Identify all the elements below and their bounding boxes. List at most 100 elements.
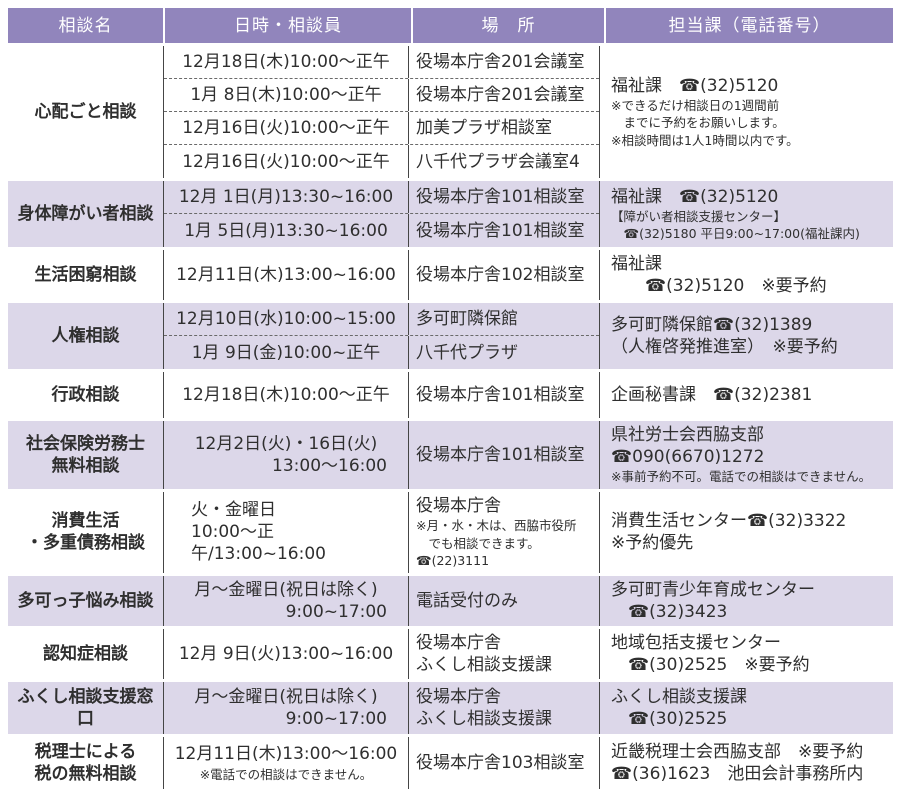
consultation-name: 行政相談: [51, 385, 120, 406]
contact-text: ※予約優先: [611, 533, 694, 554]
contact-cell: 消費生活センター☎(32)3322 ※予約優先: [600, 492, 893, 573]
place-note-text: ※月・水・木は、西脇市役所: [416, 518, 577, 534]
contact-text: 多可町青少年育成センター: [611, 579, 815, 600]
place-text: 役場本庁舎: [416, 495, 501, 516]
place-cell: 役場本庁舎 ふくし相談支援課: [409, 682, 599, 734]
consultation-name: 人権相談: [51, 326, 120, 347]
place-text: 役場本庁舎201会議室: [416, 85, 585, 106]
time-text: 12月18日(木)10:00〜正午: [182, 385, 390, 406]
consultation-name: ふくし相談支援窓口: [17, 686, 154, 730]
place-text: 役場本庁舎102相談室: [416, 265, 585, 286]
time-cell: 1月 5日(月)13:30~16:00: [164, 214, 409, 248]
place-cell: 役場本庁舎101相談室: [409, 372, 599, 418]
schedule-subrow: 12月16日(火)10:00〜正午 八千代プラザ会議室4: [164, 145, 599, 179]
schedule-subrow: 12月 9日(火)13:00~16:00 役場本庁舎 ふくし相談支援課: [164, 628, 599, 679]
table-row: ふくし相談支援窓口 月〜金曜日(祝日は除く) 9:00~17:00 役場本庁舎 ふくし相…: [8, 681, 893, 735]
contact-text: 多可町隣保館☎(32)1389: [611, 315, 813, 336]
contact-text: ☎(32)5180 平日9:00~17:00(福祉課内): [611, 226, 860, 242]
table-row: 生活困窮相談 12月11日(木)13:00~16:00 役場本庁舎102相談室 福祉課…: [8, 250, 893, 301]
time-cell: 12月2日(火)・16日(火) 13:00〜16:00: [164, 421, 409, 489]
place-text: 役場本庁舎101相談室: [416, 445, 585, 466]
place-cell: 役場本庁舎 ふくし相談支援課: [409, 629, 599, 679]
place-cell: 多可町隣保館: [409, 303, 599, 335]
time-text: 月〜金曜日(祝日は除く): [194, 579, 378, 600]
place-note-text: でも相談できます。☎(22)3111: [416, 535, 540, 569]
place-text: 役場本庁舎201会議室: [416, 52, 585, 73]
contact-text: ☎(32)5120 ※要予約: [611, 276, 827, 297]
consultation-name: 多可っ子悩み相談: [17, 590, 154, 611]
time-text: 12月11日(木)13:00〜16:00: [174, 744, 398, 765]
place-text: ふくし相談支援課: [416, 654, 552, 675]
contact-text: ※相談時間は1人1時間以内です。: [611, 132, 799, 148]
contact-text: ☎(36)1623 池田会計事務所内: [611, 764, 864, 785]
contact-cell: 福祉課 ☎(32)5120 ※できるだけ相談日の1週間前 までに予約をお願いします…: [600, 46, 893, 178]
contact-text: 福祉課 ☎(32)5120: [611, 75, 779, 96]
schedule-cell: 12月 1日(月)13:30~16:00 役場本庁舎101相談室 1月 5日(月)1…: [163, 181, 600, 248]
schedule-cell: 12月11日(木)13:00〜16:00 ※電話での相談はできません。 役場本庁舎1…: [163, 737, 600, 789]
place-cell: 役場本庁舎 ※月・水・木は、西脇市役所 でも相談できます。☎(22)3111: [409, 492, 599, 573]
time-text: 12月10日(水)10:00~15:00: [176, 309, 396, 330]
time-text: 9:00~17:00: [285, 601, 387, 622]
table-row: 認知症相談 12月 9日(火)13:00~16:00 役場本庁舎 ふくし相談支援課 地域…: [8, 628, 893, 679]
time-cell: 12月18日(木)10:00〜正午: [164, 372, 409, 419]
contact-cell: 多可町青少年育成センター ☎(32)3423: [600, 576, 893, 626]
place-text: 八千代プラザ会議室4: [416, 151, 580, 172]
consultation-name: 生活困窮相談: [34, 265, 137, 286]
header-cell-datetime-consultant: 日時・相談員: [165, 8, 411, 44]
schedule-cell: 12月18日(木)10:00〜正午 役場本庁舎201会議室 1月 8日(木)10:0…: [163, 46, 600, 179]
schedule-cell: 12月 9日(火)13:00~16:00 役場本庁舎 ふくし相談支援課: [163, 628, 600, 679]
consultation-name: 認知症相談: [43, 643, 128, 664]
time-cell: 12月16日(火)10:00〜正午: [164, 112, 409, 145]
place-cell: 役場本庁舎101相談室: [409, 181, 599, 213]
place-cell: 役場本庁舎102相談室: [409, 250, 599, 300]
consultation-name: 消費生活 ・多重債務相談: [26, 511, 145, 554]
time-cell: 12月11日(木)13:00~16:00: [164, 250, 409, 301]
time-cell: 12月 9日(火)13:00~16:00: [164, 628, 409, 679]
consultation-name: 心配ごと相談: [34, 102, 137, 123]
table-row: 身体障がい者相談 12月 1日(月)13:30~16:00 役場本庁舎101相談室 1…: [8, 181, 893, 248]
place-text: 役場本庁舎: [416, 686, 501, 707]
contact-text: 近畿税理士会西脇支部 ※要予約: [611, 742, 864, 763]
header-cell-department-phone: 担当課（電話番号）: [606, 8, 893, 44]
time-cell: 12月 1日(月)13:30~16:00: [164, 181, 409, 214]
contact-cell: 福祉課 ☎(32)5120 ※要予約: [600, 250, 893, 300]
contact-text: までに予約をお願いします。: [611, 115, 785, 131]
time-cell: 12月11日(木)13:00〜16:00 ※電話での相談はできません。: [164, 737, 409, 789]
contact-cell: ふくし相談支援課 ☎(30)2525: [600, 682, 893, 734]
time-text: 1月 5日(月)13:30~16:00: [184, 220, 388, 241]
contact-text: ☎(32)3423: [611, 601, 728, 622]
time-cell: 火・金曜日 10:00〜正午/13:00~16:00: [164, 491, 409, 573]
schedule-subrow: 月〜金曜日(祝日は除く) 9:00~17:00 役場本庁舎 ふくし相談支援課: [164, 681, 599, 735]
table-row: 行政相談 12月18日(木)10:00〜正午 役場本庁舎101相談室 企画秘書課 ☎(…: [8, 372, 893, 419]
contact-text: 福祉課 ☎(32)5120: [611, 186, 779, 207]
table-row: 消費生活 ・多重債務相談 火・金曜日 10:00〜正午/13:00~16:00 役場本…: [8, 491, 893, 573]
time-text: 12月 1日(月)13:30~16:00: [178, 187, 394, 208]
place-text: 八千代プラザ: [416, 342, 518, 363]
schedule-subrow: 12月 1日(月)13:30~16:00 役場本庁舎101相談室: [164, 181, 599, 215]
schedule-subrow: 12月16日(火)10:00〜正午 加美プラザ相談室: [164, 112, 599, 146]
schedule-cell: 火・金曜日 10:00〜正午/13:00~16:00 役場本庁舎 ※月・水・木は、西脇…: [163, 491, 600, 573]
contact-text: 企画秘書課 ☎(32)2381: [611, 385, 813, 406]
place-cell: 役場本庁舎201会議室: [409, 46, 599, 78]
schedule-subrow: 12月11日(木)13:00〜16:00 ※電話での相談はできません。 役場本庁舎1…: [164, 737, 599, 789]
time-text: 火・金曜日: [191, 500, 276, 521]
time-note-text: ※電話での相談はできません。: [199, 766, 373, 782]
place-cell: 役場本庁舎101相談室: [409, 421, 599, 489]
place-cell: 役場本庁舎201会議室: [409, 79, 599, 111]
table-row: 社会保険労務士 無料相談 12月2日(火)・16日(火) 13:00〜16:00 役場…: [8, 421, 893, 489]
place-text: 役場本庁舎: [416, 632, 501, 653]
contact-cell: 地域包括支援センター ☎(30)2525 ※要予約: [600, 629, 893, 679]
contact-cell: 福祉課 ☎(32)5120 【障がい者相談支援センター】 ☎(32)5180 平日…: [600, 181, 893, 247]
place-cell: 役場本庁舎101相談室: [409, 214, 599, 247]
place-text: ふくし相談支援課: [416, 709, 552, 730]
place-cell: 電話受付のみ: [409, 576, 599, 626]
place-cell: 加美プラザ相談室: [409, 112, 599, 144]
place-text: 多可町隣保館: [416, 309, 518, 330]
time-cell: 1月 9日(金)10:00~正午: [164, 336, 409, 370]
schedule-subrow: 12月2日(火)・16日(火) 13:00〜16:00 役場本庁舎101相談室: [164, 421, 599, 489]
place-text: 役場本庁舎101相談室: [416, 385, 585, 406]
time-text: 12月11日(木)13:00~16:00: [176, 265, 396, 286]
schedule-cell: 12月18日(木)10:00〜正午 役場本庁舎101相談室: [163, 372, 600, 419]
header-cell-consultation-name: 相談名: [8, 8, 163, 44]
contact-text: 地域包括支援センター: [611, 632, 781, 653]
